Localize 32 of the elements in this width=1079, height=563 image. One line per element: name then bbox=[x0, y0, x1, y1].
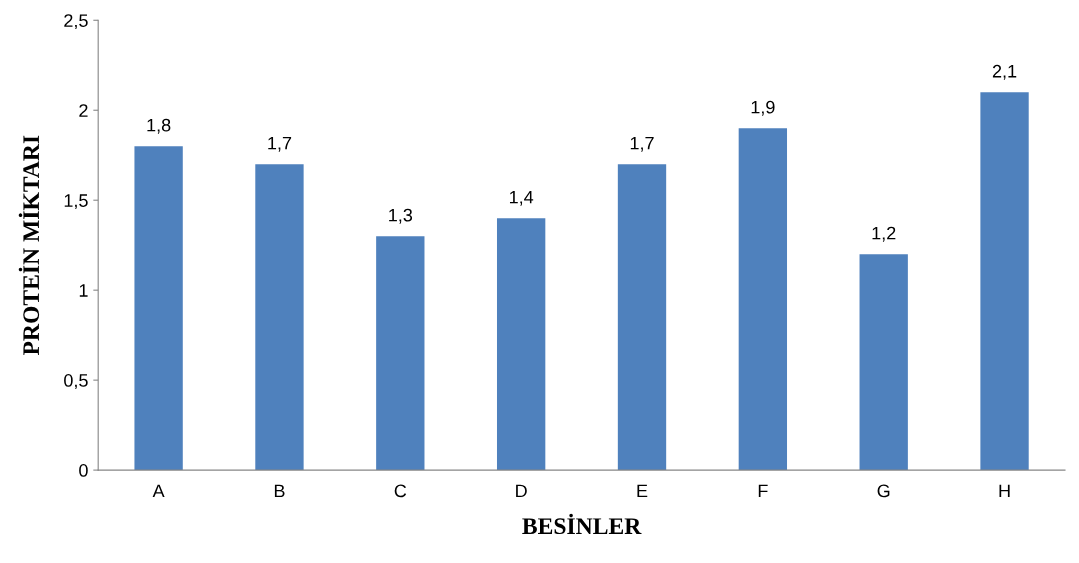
y-tick-label: 0,5 bbox=[64, 374, 88, 389]
data-label: 1,9 bbox=[751, 100, 775, 116]
bar bbox=[617, 164, 667, 471]
bar bbox=[738, 128, 788, 471]
x-axis-title: BESİNLER bbox=[522, 513, 642, 535]
x-tick-label: D bbox=[516, 484, 527, 498]
data-label: 1,3 bbox=[389, 208, 413, 224]
bar bbox=[255, 164, 304, 471]
y-tick-label: 1,5 bbox=[64, 194, 88, 210]
data-label: 1,7 bbox=[268, 136, 292, 152]
data-label: 1,4 bbox=[509, 190, 534, 206]
data-label: 1,7 bbox=[630, 136, 654, 152]
data-label: 1,2 bbox=[872, 226, 896, 242]
x-tick-label: F bbox=[758, 484, 768, 498]
data-label: 2,1 bbox=[992, 64, 1017, 80]
bar bbox=[134, 146, 183, 471]
bar bbox=[376, 236, 425, 471]
x-tick-label: E bbox=[637, 484, 648, 498]
x-tick-label: H bbox=[999, 484, 1010, 498]
x-tick-label: B bbox=[274, 484, 285, 498]
x-tick-label: G bbox=[877, 484, 890, 498]
x-tick-label: A bbox=[152, 484, 165, 498]
x-tick-label: C bbox=[394, 484, 407, 498]
bar bbox=[980, 92, 1029, 471]
bar bbox=[496, 218, 546, 471]
y-axis-title: PROTEİN MİKTARI bbox=[18, 135, 40, 356]
y-tick-label: 0 bbox=[79, 464, 88, 477]
y-tick-label: 2 bbox=[79, 104, 88, 117]
y-tick-label: 2,5 bbox=[64, 14, 88, 30]
y-tick-label: 1 bbox=[79, 284, 88, 297]
data-label: 1,8 bbox=[147, 118, 171, 134]
bar bbox=[859, 254, 908, 471]
